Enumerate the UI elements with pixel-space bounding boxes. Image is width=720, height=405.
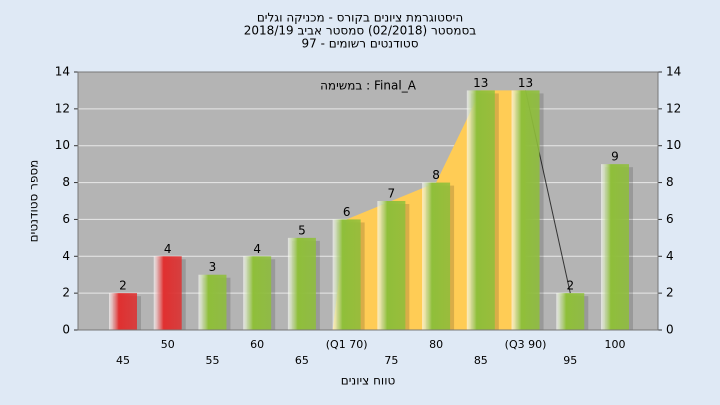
bar [422, 182, 451, 330]
x-axis-label: טווח ציונים [341, 374, 396, 388]
y-tick-label: 10 [55, 138, 70, 152]
plot-border [77, 71, 659, 331]
bar [601, 164, 629, 330]
y-tick-label: 4 [62, 249, 70, 263]
value-label: 13 [473, 76, 488, 90]
bar [198, 274, 227, 330]
x-tick-label: 80 [429, 338, 443, 351]
value-label: 8 [432, 168, 440, 182]
value-label: 13 [518, 76, 533, 90]
x-tick-label: 100 [605, 338, 626, 351]
x-tick-label: (Q3 90) [505, 338, 547, 351]
x-tick-label: 55 [205, 354, 219, 367]
y-tick-label: 6 [62, 212, 70, 226]
chart-title: היסטוגרמת ציונים בקורס - מכניקה וגלים [257, 11, 463, 25]
y2-tick-label: 6 [666, 212, 674, 226]
y2-tick-label: 0 [666, 323, 674, 337]
y2-tick-label: 14 [666, 65, 681, 79]
y-axis-label: מספר סטודנטים [27, 160, 41, 243]
value-label: 3 [209, 260, 217, 274]
x-tick-label: 95 [563, 354, 577, 367]
x-tick-label: 65 [295, 354, 309, 367]
bar [466, 90, 495, 330]
bar [153, 256, 182, 330]
y2-tick-label: 8 [666, 175, 674, 189]
y2-tick-label: 4 [666, 249, 674, 263]
value-label: 2 [119, 279, 127, 293]
value-label: 6 [343, 205, 351, 219]
annotation: במשימה : Final_A [320, 79, 417, 93]
y-tick-label: 14 [55, 65, 70, 79]
bar [377, 201, 406, 330]
y2-tick-label: 10 [666, 138, 681, 152]
x-tick-label: (Q1 70) [326, 338, 368, 351]
y-tick-label: 8 [62, 175, 70, 189]
bar [243, 256, 272, 330]
y-tick-label: 2 [62, 286, 70, 300]
value-label: 2 [566, 279, 574, 293]
y2-tick-label: 2 [666, 286, 674, 300]
x-tick-label: 75 [384, 354, 398, 367]
value-label: 5 [298, 223, 306, 237]
x-tick-label: 85 [474, 354, 488, 367]
x-tick-label: 45 [116, 354, 130, 367]
chart-subtitle: בסמסטר (02/2018) סמסטר אביב 2018/19 [244, 24, 476, 38]
bar [556, 293, 585, 330]
bar [332, 219, 361, 330]
x-tick-label: 60 [250, 338, 264, 351]
bar [109, 293, 137, 330]
x-tick-label: 50 [161, 338, 175, 351]
value-label: 4 [164, 242, 172, 256]
chart-subtitle: סטודנטים רשומים - 97 [301, 37, 418, 51]
y-tick-label: 12 [55, 101, 70, 115]
y2-tick-label: 12 [666, 101, 681, 115]
bar [511, 90, 540, 330]
value-label: 7 [388, 187, 396, 201]
bar [287, 237, 316, 330]
y-tick-label: 0 [62, 323, 70, 337]
value-label: 4 [253, 242, 261, 256]
value-label: 9 [611, 150, 619, 164]
